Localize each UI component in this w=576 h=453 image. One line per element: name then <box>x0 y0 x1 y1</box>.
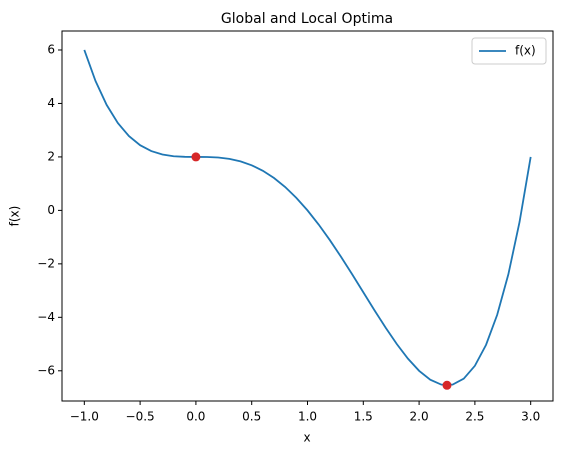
x-tick-label: 2.5 <box>465 410 484 424</box>
x-tick-label: −0.5 <box>126 410 155 424</box>
scatter-point <box>442 380 452 390</box>
y-tick-label: −6 <box>37 363 55 377</box>
y-tick-label: −2 <box>37 256 55 270</box>
scatter-point <box>191 152 201 162</box>
plot-frame <box>61 30 554 402</box>
x-tick-label: 0.0 <box>186 410 205 424</box>
x-tick-label: 2.0 <box>410 410 429 424</box>
y-tick-label: −4 <box>37 310 55 324</box>
legend-label: f(x) <box>515 44 536 58</box>
y-tick-label: 0 <box>47 203 55 217</box>
line-series <box>83 49 532 386</box>
x-tick-label: 1.5 <box>354 410 373 424</box>
x-axis-label: x <box>303 431 310 445</box>
x-tick-label: 3.0 <box>521 410 540 424</box>
x-tick-label: 1.0 <box>298 410 317 424</box>
y-tick-label: 2 <box>47 149 55 163</box>
legend-box <box>471 37 547 65</box>
chart-title: Global and Local Optima <box>221 11 393 27</box>
x-tick-label: −1.0 <box>70 410 99 424</box>
x-tick-label: 0.5 <box>242 410 261 424</box>
y-tick-label: 6 <box>47 42 55 56</box>
y-tick-label: 4 <box>47 96 55 110</box>
y-axis-label: f(x) <box>8 206 22 227</box>
